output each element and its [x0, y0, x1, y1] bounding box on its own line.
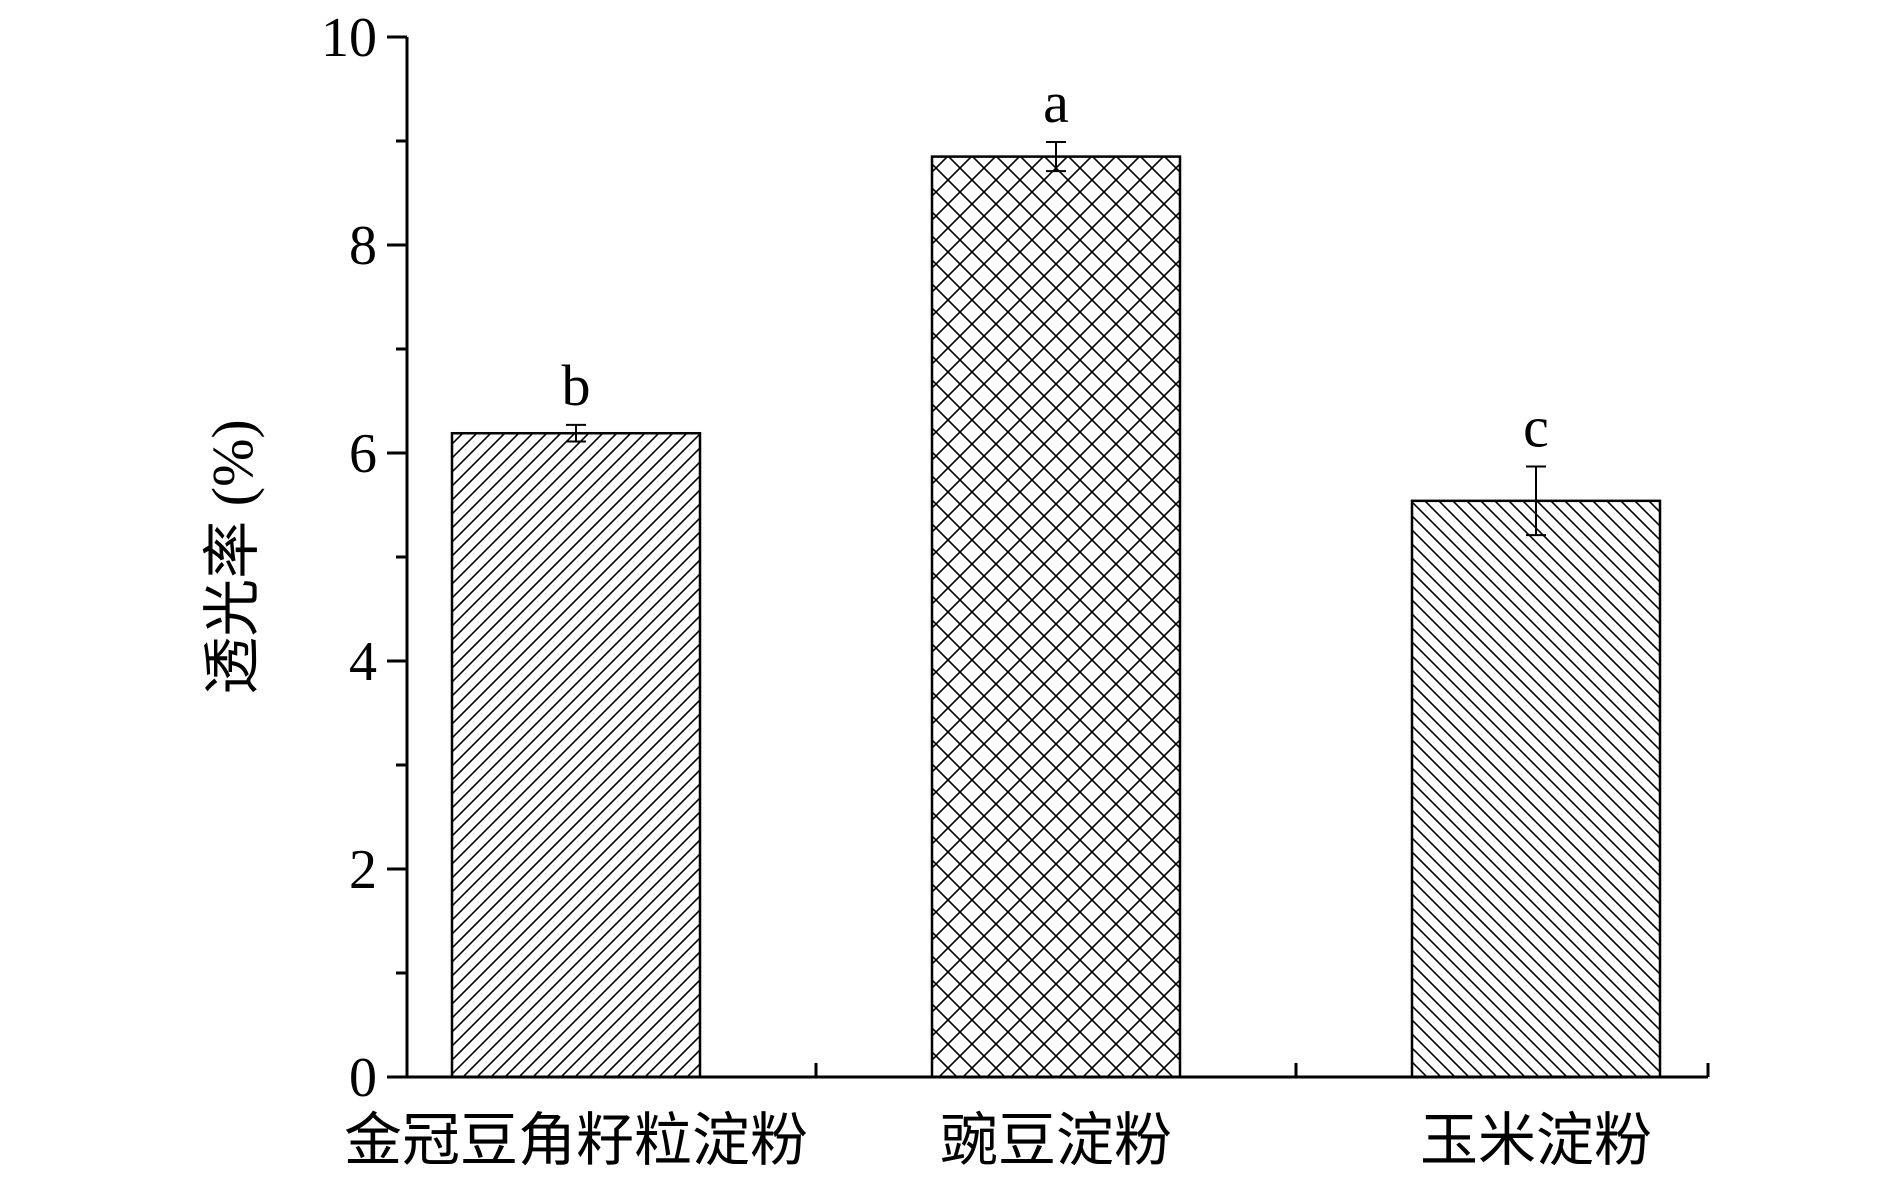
significance-label-1: b	[562, 353, 591, 418]
y-tick-label-4: 4	[349, 631, 377, 693]
significance-label-2: a	[1043, 70, 1069, 135]
significance-label-3: c	[1523, 395, 1549, 460]
category-label-2: 豌豆淀粉	[940, 1108, 1172, 1173]
y-tick-label-8: 8	[349, 215, 377, 277]
y-tick-label-0: 0	[349, 1047, 377, 1109]
y-tick-label-10: 10	[321, 7, 377, 69]
category-label-1: 金冠豆角籽粒淀粉	[344, 1108, 808, 1173]
bar-2	[930, 155, 1182, 1079]
y-tick-label-2: 2	[349, 839, 377, 901]
category-label-3: 玉米淀粉	[1420, 1108, 1652, 1173]
bar-3	[1410, 499, 1662, 1079]
y-axis-title: 透光率 (%)	[200, 419, 265, 694]
bar-1	[450, 431, 702, 1079]
y-tick-label-6: 6	[349, 423, 377, 485]
